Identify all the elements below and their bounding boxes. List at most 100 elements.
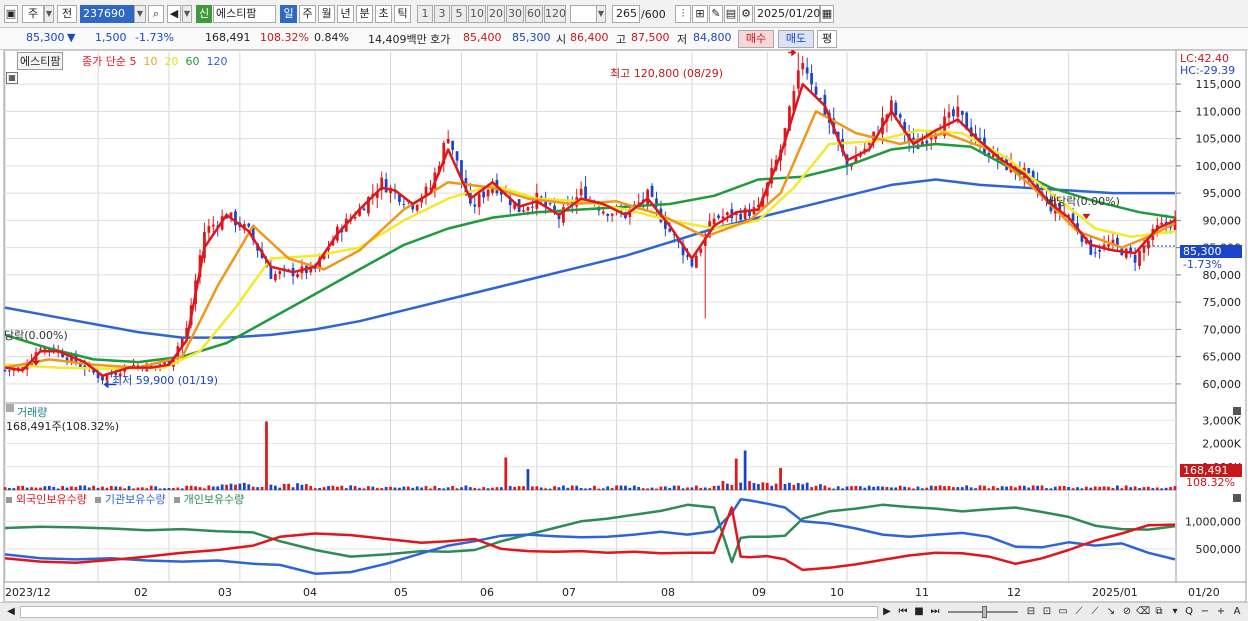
volume-bar xyxy=(867,485,871,490)
candle-body xyxy=(1067,215,1071,217)
candle-body xyxy=(929,136,933,140)
market-dropdown-icon[interactable]: ▼ xyxy=(44,5,54,23)
eval-button[interactable]: 평 xyxy=(817,30,837,48)
period-button[interactable]: 월 xyxy=(318,5,335,23)
date-input[interactable]: 2025/01/20 xyxy=(754,5,820,23)
buy-button[interactable]: 매수 xyxy=(738,30,774,48)
candle-body xyxy=(601,211,605,214)
period-button[interactable]: 분 xyxy=(356,5,373,23)
minute-button[interactable]: 5 xyxy=(451,5,467,23)
layout-icon-3[interactable]: ▭ xyxy=(1058,606,1068,617)
period-button[interactable]: 주 xyxy=(299,5,316,23)
scroll-left-icon[interactable]: ◀ xyxy=(7,606,15,617)
volume-bar xyxy=(628,487,632,490)
table-icon[interactable]: ▦ xyxy=(6,72,18,84)
candle-body xyxy=(562,207,565,223)
trend-tool-icon[interactable]: ⟋ xyxy=(1091,606,1099,617)
volume-bar xyxy=(415,486,419,490)
zoom-slider-handle[interactable] xyxy=(982,606,987,618)
volume-bar xyxy=(522,486,525,490)
layout-icon-2[interactable]: ⊡ xyxy=(1042,606,1052,617)
volume-bar xyxy=(659,486,663,490)
volume-bar xyxy=(185,485,189,490)
code-dropdown-icon[interactable]: ▼ xyxy=(134,5,146,23)
line-tool-icon[interactable]: ⟋ xyxy=(1075,606,1083,617)
minute-button[interactable]: 120 xyxy=(544,5,566,23)
candle-body xyxy=(451,140,454,150)
period-button[interactable]: 년 xyxy=(337,5,354,23)
period-button[interactable]: 일 xyxy=(280,5,297,23)
price-panel-stock-tab[interactable]: 에스티팜 xyxy=(17,52,64,70)
gear-icon[interactable]: ⚙ xyxy=(739,5,753,23)
volume-bar xyxy=(734,458,738,490)
window-icon[interactable]: ▣ xyxy=(4,5,18,23)
search-icon[interactable]: ⌕ xyxy=(148,5,164,23)
volume-bar xyxy=(845,486,849,490)
auto-scale-icon[interactable]: A xyxy=(1233,606,1241,617)
minute-button[interactable]: 60 xyxy=(525,5,543,23)
minute-button[interactable]: 3 xyxy=(434,5,450,23)
x-tick-label: 12 xyxy=(1007,586,1021,599)
sell-button[interactable]: 매도 xyxy=(778,30,814,48)
volume-bar xyxy=(508,486,512,490)
volume-panel-icon xyxy=(6,404,14,412)
stock-name-field[interactable]: 에스티팜 xyxy=(213,5,276,23)
save-icon[interactable]: ▤ xyxy=(724,5,738,23)
volume-bar xyxy=(154,486,158,490)
play-icon[interactable]: ▶ xyxy=(883,606,891,617)
candle-body xyxy=(158,364,162,366)
horizontal-scrollbar[interactable] xyxy=(20,606,878,618)
period-short-button[interactable]: 전 xyxy=(57,5,77,23)
count-input[interactable]: 265 xyxy=(612,5,640,23)
calendar-icon[interactable]: ▦ xyxy=(820,5,834,23)
volume-bar xyxy=(273,485,277,490)
minute-button[interactable]: 30 xyxy=(506,5,524,23)
minute-button[interactable]: 10 xyxy=(468,5,486,23)
minute-button[interactable]: 1 xyxy=(417,5,433,23)
market-select[interactable]: 주 xyxy=(22,5,44,23)
candle-body xyxy=(1133,254,1137,263)
candle-body xyxy=(380,177,384,191)
volume-bar xyxy=(535,486,539,490)
tools-dropdown-icon[interactable]: ▾ xyxy=(1172,606,1178,617)
period-button[interactable]: 틱 xyxy=(394,5,411,23)
volume-bar xyxy=(539,487,543,490)
arrow-tool-icon[interactable]: ↘ xyxy=(1106,606,1116,617)
stop-icon[interactable]: ■ xyxy=(914,606,924,617)
minute-button[interactable]: 20 xyxy=(487,5,505,23)
last-icon[interactable]: ⏭ xyxy=(930,606,940,617)
blank-dropdown-icon[interactable]: ▼ xyxy=(596,5,606,23)
legend-marker xyxy=(6,497,12,503)
code-input[interactable]: 237690 xyxy=(80,5,134,23)
volume-bar xyxy=(606,486,610,490)
chart-area[interactable]: 60,00065,00070,00075,00080,00085,00090,0… xyxy=(0,48,1248,603)
volume-bar xyxy=(3,487,7,490)
zoom-out-icon[interactable]: − xyxy=(1200,606,1210,617)
first-icon[interactable]: ⏮ xyxy=(898,606,908,617)
x-tick-label: 06 xyxy=(480,586,494,599)
volume-bar xyxy=(588,488,592,490)
grid-icon[interactable]: ⊞ xyxy=(692,5,708,23)
chart-type-icon[interactable]: ⫶ xyxy=(675,5,691,23)
volume-bar xyxy=(340,485,344,490)
candle-body xyxy=(606,214,610,216)
speaker-icon[interactable]: ◀ xyxy=(167,5,181,23)
speaker-dropdown-icon[interactable]: ▼ xyxy=(182,5,192,23)
candle-body xyxy=(211,224,215,227)
zoom-in-icon[interactable]: + xyxy=(1216,606,1226,617)
volume-bar xyxy=(1058,486,1062,490)
fib-tool-icon[interactable]: ⊘ xyxy=(1122,606,1132,617)
volume-bar xyxy=(841,488,844,490)
zoom-search-icon[interactable]: Q xyxy=(1185,606,1193,617)
erase-icon[interactable]: ⌫ xyxy=(1136,606,1151,617)
ask-value: 85,400 xyxy=(463,31,502,44)
copy-icon[interactable]: ⧉ xyxy=(1155,606,1163,617)
volume-bar xyxy=(43,486,47,490)
period-button[interactable]: 초 xyxy=(375,5,392,23)
chart-canvas[interactable]: 60,00065,00070,00075,00080,00085,00090,0… xyxy=(0,48,1248,603)
candle-body xyxy=(269,265,273,279)
volume-bar xyxy=(25,487,29,490)
layout-icon-1[interactable]: ⊟ xyxy=(1026,606,1036,617)
volume-bar xyxy=(1040,485,1044,490)
edit-icon[interactable]: ✎ xyxy=(709,5,723,23)
